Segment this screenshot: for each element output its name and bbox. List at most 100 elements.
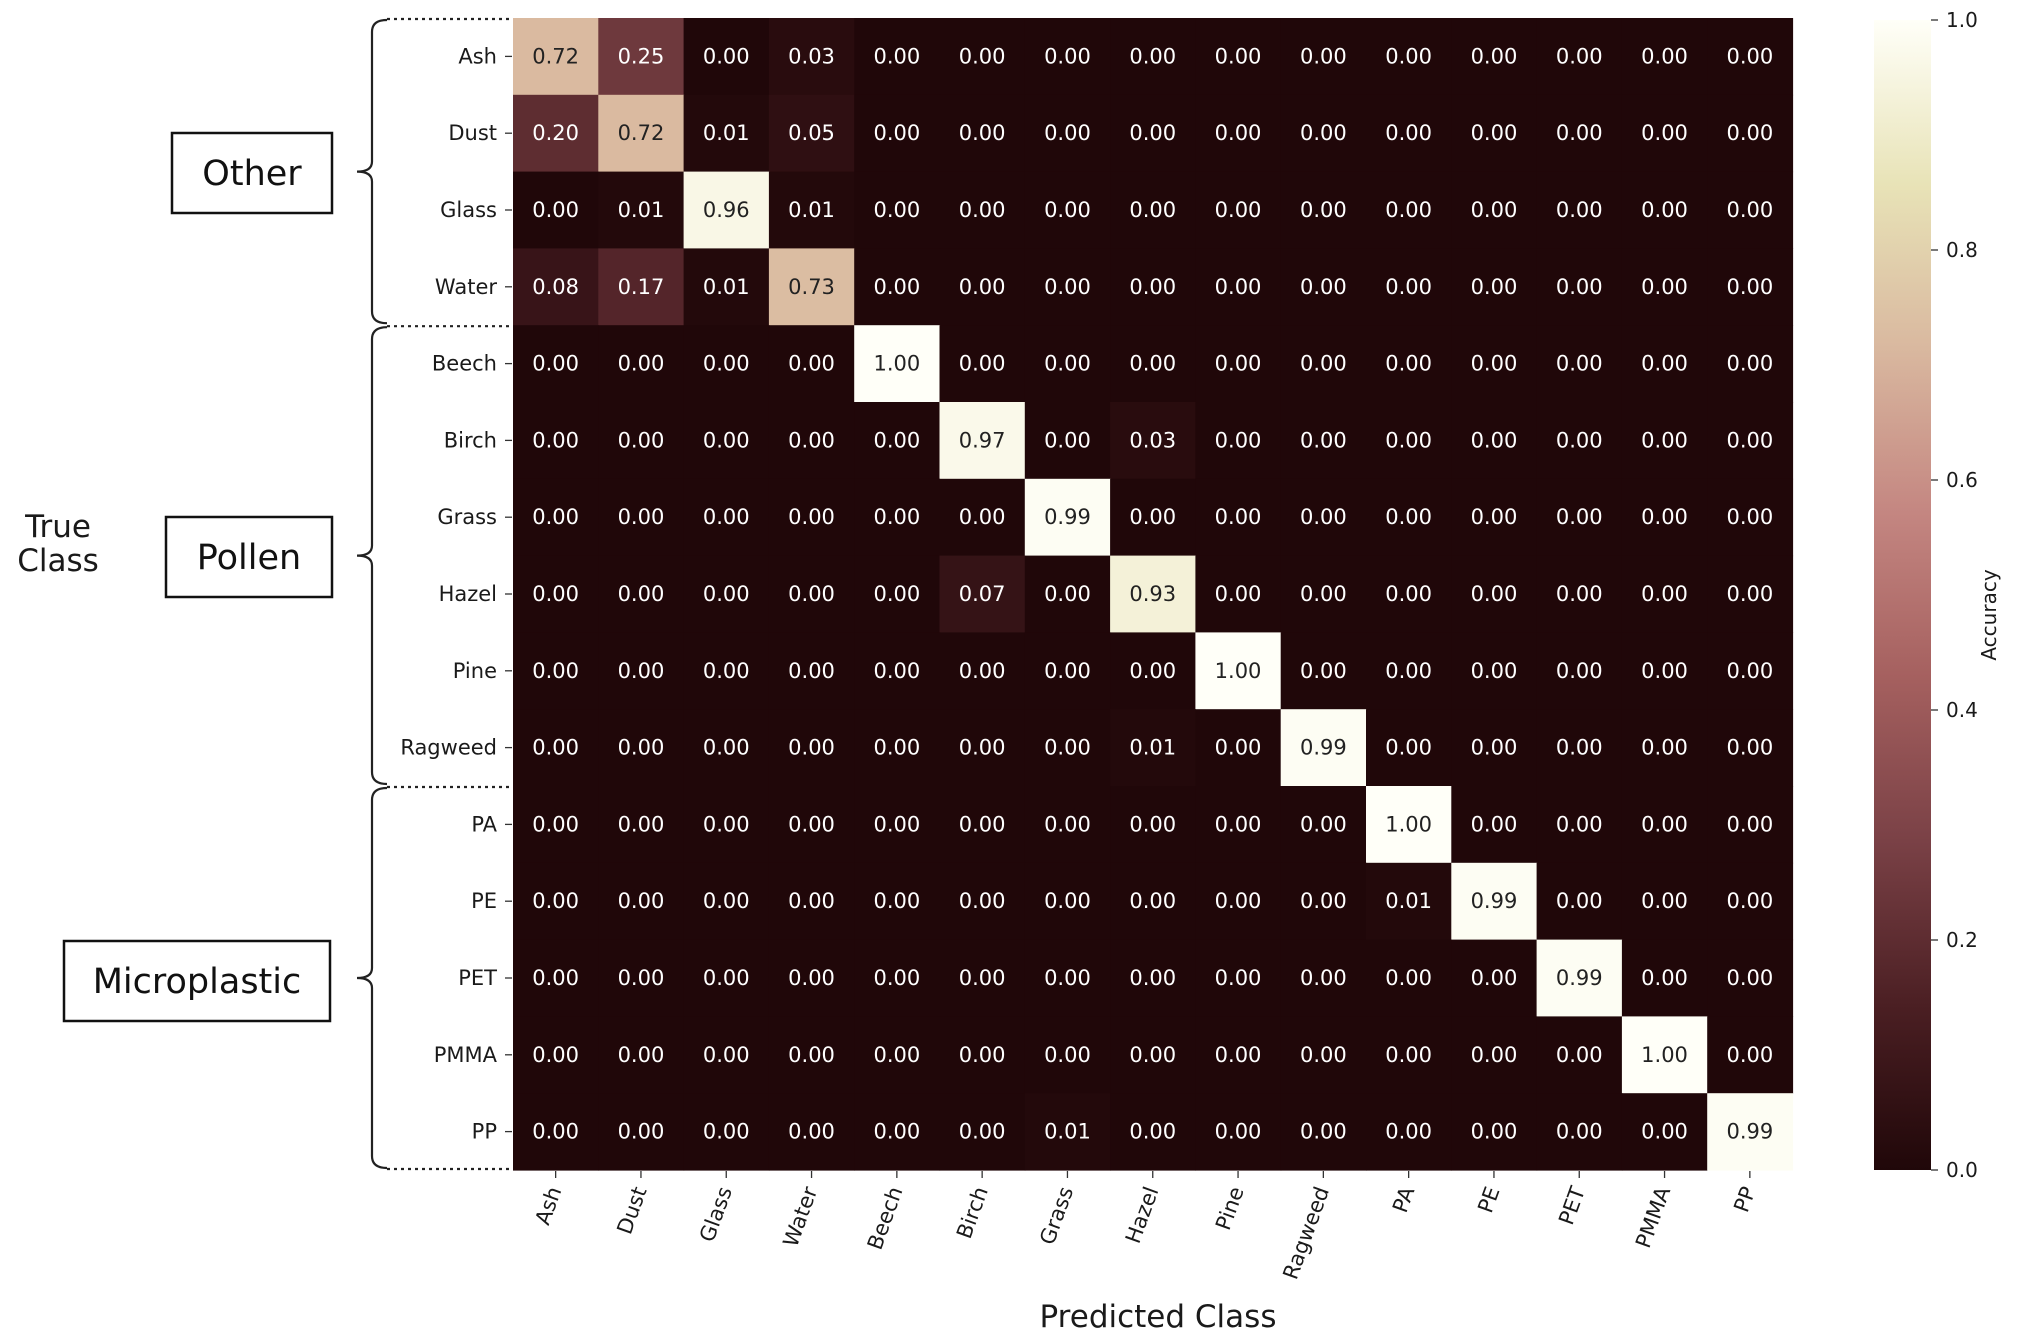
cell-value-label: 0.00 — [618, 582, 665, 606]
heatmap-cell — [1707, 171, 1794, 249]
heatmap-cell — [1110, 1093, 1196, 1171]
cell-value-label: 0.00 — [873, 889, 920, 913]
cell-value-label: 0.07 — [959, 582, 1006, 606]
x-tick-label: Ragweed — [1278, 1184, 1334, 1283]
cell-value-label: 0.00 — [1300, 275, 1347, 299]
cell-value-label: 0.00 — [788, 1120, 835, 1144]
cell-value-label: 0.01 — [1129, 736, 1176, 760]
cell-value-label: 0.00 — [1215, 352, 1262, 376]
y-tick-label: PMMA — [434, 1043, 498, 1067]
heatmap-cell — [854, 18, 941, 96]
heatmap-cell — [854, 402, 941, 480]
cell-value-label: 0.00 — [1471, 736, 1518, 760]
y-axis-title: True — [24, 509, 91, 545]
heatmap-cell — [683, 402, 770, 480]
heatmap-cell — [1536, 18, 1623, 96]
cell-value-label: 0.00 — [1556, 889, 1603, 913]
heatmap-cell — [1195, 555, 1282, 633]
cell-value-label: 0.00 — [1471, 352, 1518, 376]
cell-value-label: 0.00 — [1726, 44, 1773, 68]
cell-value-label: 0.00 — [1556, 659, 1603, 683]
heatmap-cell — [1451, 478, 1538, 557]
cell-value-label: 0.00 — [959, 275, 1006, 299]
cell-value-label: 0.00 — [703, 659, 750, 683]
cell-value-label: 0.00 — [1471, 812, 1518, 836]
heatmap-cell — [1110, 555, 1196, 633]
y-tick-label: Ash — [458, 44, 497, 68]
cell-value-label: 0.00 — [959, 1043, 1006, 1067]
cell-value-label: 0.00 — [618, 428, 665, 452]
cell-value-label: 0.00 — [1129, 812, 1176, 836]
group-label-box — [62, 939, 332, 1023]
heatmap-cell — [1110, 632, 1196, 710]
heatmap-cell — [1366, 1093, 1452, 1171]
cell-value-label: 0.00 — [873, 736, 920, 760]
heatmap-cell — [1621, 1016, 1708, 1094]
cell-value-label: 0.00 — [1556, 812, 1603, 836]
cell-value-label: 0.00 — [1471, 582, 1518, 606]
heatmap-cell — [854, 478, 941, 557]
cell-value-label: 0.00 — [1215, 1043, 1262, 1067]
heatmap-cell — [1280, 1016, 1367, 1094]
heatmap-cell — [1024, 171, 1111, 249]
heatmap-cell — [1280, 555, 1367, 633]
group-label-box — [164, 515, 334, 599]
y-tick-label: PA — [471, 812, 497, 836]
heatmap-cell — [854, 248, 941, 326]
cell-value-label: 0.00 — [959, 889, 1006, 913]
heatmap-cell — [683, 1016, 770, 1094]
heatmap-cell — [1707, 402, 1794, 480]
heatmap-cell — [939, 555, 1026, 633]
cell-value-label: 0.00 — [1129, 659, 1176, 683]
cell-value-label: 0.00 — [1215, 121, 1262, 145]
heatmap-cell — [768, 94, 855, 173]
heatmap-cell — [1110, 939, 1196, 1017]
heatmap-cell — [854, 1093, 941, 1171]
heatmap-cell — [1707, 709, 1794, 787]
cell-value-label: 0.00 — [1044, 966, 1091, 990]
heatmap-cell — [854, 632, 941, 710]
cell-value-label: 0.00 — [1300, 889, 1347, 913]
cell-value-label: 0.00 — [1385, 198, 1432, 222]
heatmap-cell — [1280, 248, 1367, 326]
heatmap-cell — [1536, 325, 1623, 403]
heatmap-cell — [1707, 94, 1794, 173]
heatmap-cell — [1707, 786, 1794, 864]
heatmap-cell — [598, 632, 685, 710]
heatmap-cell — [768, 939, 855, 1017]
cell-value-label: 0.00 — [1726, 275, 1773, 299]
heatmap-cell — [854, 786, 941, 864]
cell-value-label: 0.00 — [1556, 198, 1603, 222]
cell-value-label: 0.00 — [1044, 659, 1091, 683]
heatmap-cell — [768, 555, 855, 633]
cell-value-label: 0.00 — [788, 812, 835, 836]
heatmap-cell — [683, 478, 770, 557]
cell-value-label: 0.93 — [1129, 582, 1176, 606]
heatmap-cell — [1621, 325, 1708, 403]
cell-value-label: 0.00 — [618, 659, 665, 683]
cell-value-label: 0.00 — [959, 812, 1006, 836]
heatmap-cell — [1536, 94, 1623, 173]
heatmap-cell — [683, 786, 770, 864]
heatmap-cell — [1451, 18, 1538, 96]
cell-value-label: 0.00 — [1385, 428, 1432, 452]
heatmap-cell — [1536, 939, 1623, 1017]
cell-value-label: 0.17 — [618, 275, 665, 299]
heatmap-cell — [768, 18, 855, 96]
heatmap-cell — [1195, 1093, 1282, 1171]
heatmap-cell — [683, 555, 770, 633]
heatmap-cell — [854, 1016, 941, 1094]
cell-value-label: 0.00 — [1300, 44, 1347, 68]
cell-value-label: 0.00 — [703, 889, 750, 913]
heatmap-cell — [1110, 862, 1196, 941]
cell-value-label: 0.00 — [959, 736, 1006, 760]
cell-value-label: 0.00 — [1215, 198, 1262, 222]
heatmap-cell — [854, 94, 941, 173]
heatmap-cell — [683, 1093, 770, 1171]
cell-value-label: 0.00 — [788, 659, 835, 683]
heatmap-cell — [1110, 18, 1196, 96]
x-tick-label: Grass — [1035, 1184, 1078, 1248]
heatmap-cell — [768, 248, 855, 326]
heatmap-cell — [1110, 325, 1196, 403]
cell-value-label: 0.00 — [1556, 1120, 1603, 1144]
